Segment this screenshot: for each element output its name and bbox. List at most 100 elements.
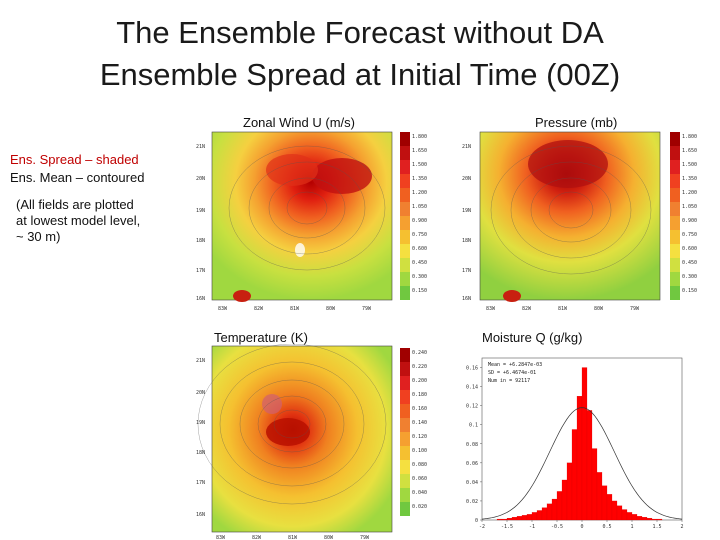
x-tick-label: -1.5 [501,524,513,530]
lat-label: 18N [196,238,205,244]
y-tick-label: 0.16 [466,366,478,372]
note-line: ~ 30 m) [16,229,61,244]
lon-label: 80W [594,306,604,312]
lat-label: 19N [462,208,471,214]
lat-label: 18N [462,238,471,244]
histogram-bar [566,462,573,521]
histogram-bar [591,448,598,521]
histogram-bar [596,472,603,521]
lat-label: 20N [462,176,471,182]
colorbar-label: 1.200 [412,190,427,196]
lat-label: 20N [196,390,205,396]
lon-label: 79W [630,306,640,312]
stat-sd: SD = +6.4674e-01 [488,370,536,376]
colorbar-label: 0.600 [412,246,427,252]
colorbar-label: 0.150 [682,288,697,294]
lat-label: 16N [196,512,205,518]
y-tick-label: 0 [475,518,478,524]
histogram-bar [531,512,538,521]
lat-label: 21N [196,144,205,150]
colorbar-label: 1.500 [682,162,697,168]
lon-label: 82W [252,535,262,540]
colorbar-label: 0.020 [412,504,427,510]
wind-colorbar: 1.800 1.650 1.500 1.350 1.200 1.050 0.90… [400,132,427,300]
histogram-bar [621,509,628,521]
lon-label: 83W [218,306,228,312]
colorbar-label: 1.800 [412,134,427,140]
lon-label: 82W [254,306,264,312]
note-line: (All fields are plotted [16,197,134,212]
y-tick-label: 0.14 [466,385,478,391]
x-tick-label: 1 [630,524,633,530]
lon-label: 81W [290,306,300,312]
normal-fit-curve [481,407,683,520]
temperature-lon-labels: 83W 82W 81W 80W 79W [216,535,370,540]
lat-label: 21N [196,358,205,364]
pressure-map-panel: 1.800 1.650 1.500 1.350 1.200 1.050 0.90… [462,131,697,312]
colorbar-label: 0.300 [412,274,427,280]
lon-label: 81W [558,306,568,312]
mean-legend-text: Ens. Mean – contoured [10,170,145,185]
slide-title-line1: The Ensemble Forecast without DA [116,15,604,50]
lat-label: 19N [196,208,205,214]
colorbar-label: 1.200 [682,190,697,196]
pressure-lat-labels: 21N 20N 19N 18N 17N 16N [462,144,471,302]
histogram-bar [581,367,588,521]
lat-label: 20N [196,176,205,182]
colorbar-label: 0.300 [682,274,697,280]
histogram-bar [506,517,513,521]
colorbar-label: 1.650 [412,148,427,154]
y-tick-label: 0.06 [466,461,478,467]
histogram-bar [541,507,548,521]
y-tick-label: 0.02 [466,499,478,505]
histogram-bar [616,505,623,521]
histogram-bar [546,503,553,521]
colorbar-label: 0.200 [412,378,427,384]
colorbar-label: 0.450 [682,260,697,266]
colorbar-label: 0.060 [412,476,427,482]
histogram-bar [601,485,608,521]
histogram-stats: Mean = +6.2847e-03 SD = +6.4674e-01 Num … [488,362,542,384]
histogram-tick-labels: -2 -1.5 -1 -0.5 0 0.5 1 1.5 2 0 0.02 0.04 0.06 0.08 0.… [466,366,684,530]
moisture-histogram: -2 -1.5 -1 -0.5 0 0.5 1 1.5 2 0 0.02 0.04 0.06 0.08 0.… [466,357,684,530]
colorbar-label: 0.180 [412,392,427,398]
histogram-bar [571,429,578,521]
histogram-bar [561,479,568,521]
histogram-bar [626,512,633,521]
histogram-bar [576,396,583,521]
histogram-bar [526,514,533,521]
colorbar-label: 0.900 [682,218,697,224]
colorbar-label: 1.050 [412,204,427,210]
stat-mean: Mean = +6.2847e-03 [488,362,542,368]
histogram-bar [516,516,523,521]
colorbar-label: 0.450 [412,260,427,266]
pressure-colorbar: 1.800 1.650 1.500 1.350 1.200 1.050 0.90… [670,132,697,300]
lon-label: 82W [522,306,532,312]
histogram-bar [586,410,593,521]
colorbar-label: 0.150 [412,288,427,294]
lat-label: 19N [196,420,205,426]
histogram-bar [606,494,613,521]
moisture-panel-title: Moisture Q (g/kg) [482,330,583,345]
lat-label: 16N [196,296,205,302]
x-tick-label: 0 [580,524,583,530]
colorbar-label: 0.160 [412,406,427,412]
lat-label: 16N [462,296,471,302]
pressure-lon-labels: 83W 82W 81W 80W 79W [486,306,640,312]
histogram-bar [651,518,658,521]
histogram-bar [656,518,663,521]
histogram-bar [501,518,508,521]
lon-label: 79W [360,535,370,540]
x-tick-label: 0.5 [602,524,611,530]
histogram-bar [551,498,558,521]
colorbar-label: 0.750 [682,232,697,238]
colorbar-label: 0.120 [412,434,427,440]
wind-map-panel: 1.800 1.650 1.500 1.350 1.200 1.050 0.90… [196,131,427,312]
slide-title-line2: Ensemble Spread at Initial Time (00Z) [99,57,621,92]
y-tick-label: 0.1 [469,423,478,429]
temperature-colorbar: 0.240 0.220 0.200 0.180 0.160 0.140 0.12… [400,348,427,516]
lat-label: 17N [462,268,471,274]
pressure-panel-title: Pressure (mb) [535,115,618,130]
lat-label: 18N [196,450,205,456]
histogram-bar [521,515,528,521]
